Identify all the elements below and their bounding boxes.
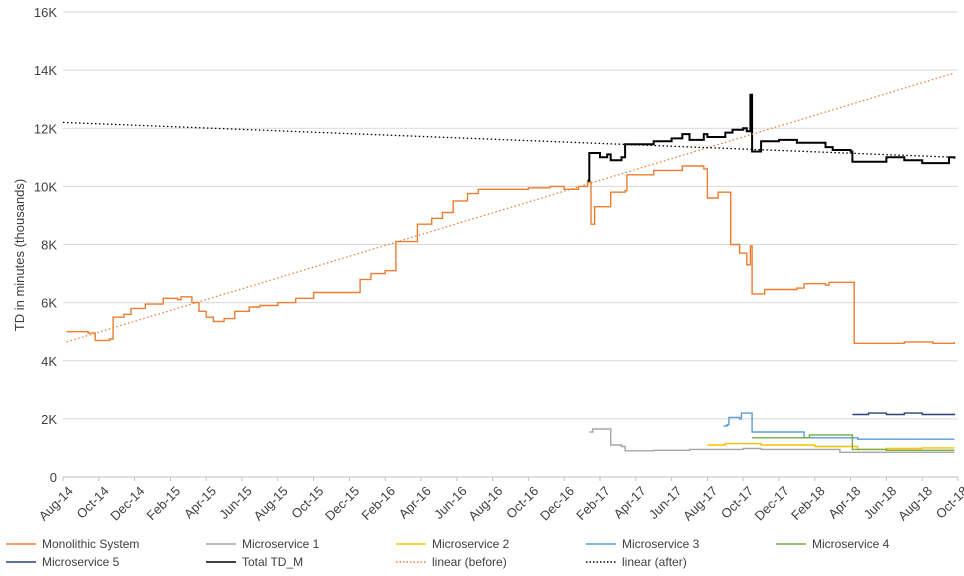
legend-label: linear (after) — [622, 555, 687, 569]
x-axis-tick-labels: Aug-14Oct-14Dec-14Feb-15Apr-15Jun-15Aug-… — [36, 477, 964, 524]
legend-label: Monolithic System — [42, 537, 139, 551]
legend-label: Microservice 3 — [622, 537, 700, 551]
x-tick-label: Oct-16 — [503, 483, 541, 521]
x-tick-label: Aug-15 — [250, 483, 290, 523]
series-monolithic-system — [66, 165, 956, 344]
x-tick-label: Aug-14 — [36, 483, 76, 523]
x-tick-label: Oct-18 — [933, 483, 964, 521]
x-tick-label: Aug-18 — [895, 483, 935, 523]
x-tick-label: Oct-15 — [288, 483, 326, 521]
x-tick-label: Jun-18 — [861, 483, 900, 522]
x-tick-label: Apr-16 — [396, 483, 434, 521]
y-tick-label: 10K — [34, 179, 57, 194]
x-tick-label: Feb-15 — [144, 483, 184, 523]
y-tick-label: 14K — [34, 63, 57, 78]
series-microservice-2 — [707, 442, 955, 451]
series-total-td-m — [587, 93, 956, 182]
legend-label: Microservice 1 — [242, 537, 320, 551]
x-tick-label: Feb-16 — [358, 483, 398, 523]
x-tick-label: Apr-17 — [610, 483, 648, 521]
legend-label: linear (before) — [432, 555, 507, 569]
x-tick-label: Apr-15 — [181, 483, 219, 521]
y-tick-label: 16K — [34, 5, 57, 20]
y-axis-tick-labels: 0 2K 4K 6K 8K 10K 12K 14K 16K — [34, 5, 57, 485]
series-linear-after — [62, 121, 955, 158]
y-tick-label: 6K — [41, 296, 57, 311]
y-tick-label: 8K — [41, 238, 57, 253]
y-tick-label: 4K — [41, 354, 57, 369]
x-tick-label: Dec-15 — [322, 483, 362, 523]
series-microservice-4 — [752, 434, 955, 451]
legend-label: Microservice 4 — [812, 537, 890, 551]
y-axis-label: TD in minutes (thousands) — [12, 179, 27, 331]
x-tick-label: Aug-17 — [680, 483, 720, 523]
x-tick-label: Jun-16 — [431, 483, 470, 522]
legend: Monolithic System Microservice 1 Microserv… — [6, 537, 890, 569]
x-tick-label: Feb-18 — [788, 483, 828, 523]
gridlines — [63, 11, 958, 420]
x-tick-label: Oct-14 — [74, 483, 112, 521]
x-tick-label: Apr-18 — [825, 483, 863, 521]
x-tick-label: Jun-15 — [216, 483, 255, 522]
series-lines — [62, 72, 956, 453]
x-tick-label: Dec-16 — [537, 483, 577, 523]
x-tick-label: Dec-17 — [752, 483, 792, 523]
x-tick-label: Jun-17 — [646, 483, 685, 522]
legend-label: Microservice 2 — [432, 537, 510, 551]
legend-label: Microservice 5 — [42, 555, 120, 569]
y-tick-label: 12K — [34, 121, 57, 136]
series-microservice-1 — [589, 428, 955, 453]
y-tick-label: 2K — [41, 412, 57, 427]
series-microservice-5 — [852, 412, 956, 416]
x-tick-label: Oct-17 — [718, 483, 756, 521]
legend-label: Total TD_M — [242, 555, 303, 569]
x-tick-label: Feb-17 — [573, 483, 613, 523]
y-tick-label: 0 — [50, 470, 57, 485]
x-tick-label: Dec-14 — [107, 483, 147, 523]
series-linear-before — [66, 72, 955, 343]
x-tick-label: Aug-16 — [465, 483, 505, 523]
